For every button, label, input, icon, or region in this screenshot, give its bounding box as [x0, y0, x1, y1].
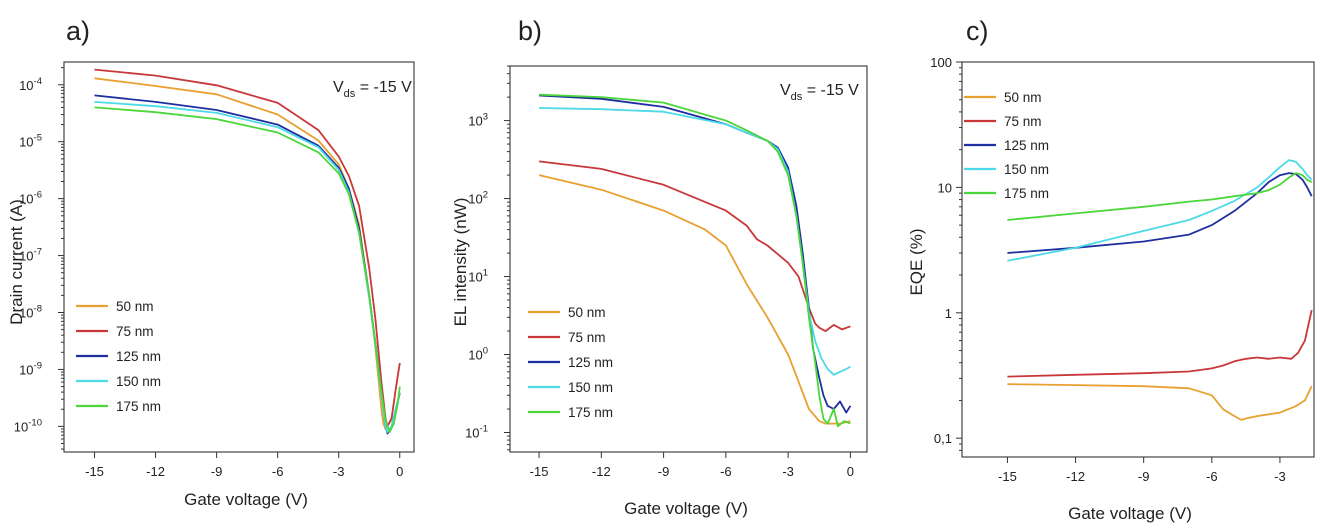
y-tick-label: 101	[468, 268, 488, 285]
legend-label: 150 nm	[116, 374, 161, 389]
series-line-75-nm	[1007, 309, 1313, 378]
x-tick-label: -6	[1206, 469, 1218, 484]
legend-label: 150 nm	[568, 380, 613, 395]
legend-label: 75 nm	[116, 324, 154, 339]
vds-annotation-value: = -15 V	[802, 82, 859, 99]
legend-label: 50 nm	[116, 299, 154, 314]
legend-label: 75 nm	[568, 330, 606, 345]
plot-frame	[961, 61, 1315, 458]
vds-annotation: Vds = -15 V	[333, 79, 412, 100]
x-tick-label: -6	[720, 464, 732, 479]
y-tick-label: 103	[468, 112, 488, 129]
chart-panel-1: a)-15 -12 -9 -6 -3 010-1010-910-810-710-610-5…	[7, 16, 415, 509]
plot-frame	[509, 65, 868, 453]
series-line-175-nm	[539, 93, 851, 428]
vds-annotation-prefix: V	[780, 82, 791, 99]
series-line-175-nm	[1007, 172, 1313, 221]
vds-annotation-subscript: ds	[791, 91, 803, 103]
series-line-175-nm	[94, 106, 401, 433]
legend-label: 175 nm	[116, 399, 161, 414]
x-tick-label: 0	[396, 464, 403, 479]
legend-label: 125 nm	[116, 349, 161, 364]
series-lines	[1007, 159, 1313, 421]
legend-label: 75 nm	[1004, 114, 1042, 129]
y-tick-exponent: -10	[28, 417, 42, 428]
vds-annotation-value: = -15 V	[355, 79, 412, 96]
x-tick-label: -9	[211, 464, 223, 479]
y-axis-label: EQE (%)	[907, 228, 926, 295]
y-tick-label: 10-5	[19, 133, 42, 150]
x-tick-label: -3	[333, 464, 345, 479]
vds-annotation-prefix: V	[333, 79, 344, 96]
series-line-75-nm	[94, 68, 401, 428]
y-tick-label: 10-4	[19, 76, 42, 93]
panel-letter: a)	[66, 16, 90, 46]
x-tick-label: -12	[146, 464, 165, 479]
y-tick-exponent: -5	[34, 133, 42, 144]
legend-label: 50 nm	[1004, 90, 1042, 105]
y-tick-label: 102	[468, 190, 488, 207]
plot-frame	[63, 61, 415, 453]
y-axis-label: EL intensity (nW)	[451, 198, 470, 327]
x-tick-label: -3	[782, 464, 794, 479]
y-tick-label: 10-10	[14, 417, 42, 434]
legend-label: 175 nm	[1004, 186, 1049, 201]
y-tick-exponent: -6	[34, 190, 42, 201]
panel-letter: b)	[518, 16, 542, 46]
x-tick-label: -9	[1138, 469, 1150, 484]
y-tick-exponent: -7	[34, 247, 42, 258]
x-tick-label: -3	[1274, 469, 1286, 484]
panel-letter: c)	[966, 16, 989, 46]
legend-label: 50 nm	[568, 305, 606, 320]
series-lines	[538, 93, 852, 428]
legend-label: 125 nm	[1004, 138, 1049, 153]
x-tick-label: -6	[272, 464, 284, 479]
legend: 50 nm 75 nm 125 nm 150 nm 175 nm	[964, 90, 1049, 201]
y-tick-label: 1	[945, 306, 952, 321]
legend: 50 nm 75 nm 125 nm 150 nm 175 nm	[528, 305, 613, 420]
y-axis-label: Drain current (A)	[7, 199, 26, 325]
legend-label: 125 nm	[568, 355, 613, 370]
x-tick-label: -15	[998, 469, 1017, 484]
x-axis-label: Gate voltage (V)	[184, 490, 308, 509]
x-tick-label: -15	[530, 464, 549, 479]
x-axis-label: Gate voltage (V)	[1068, 504, 1192, 523]
y-tick-label: 100	[468, 346, 488, 363]
series-lines	[94, 68, 401, 435]
y-tick-exponent: 3	[483, 112, 488, 123]
x-axis-label: Gate voltage (V)	[624, 499, 748, 518]
legend: 50 nm 75 nm 125 nm 150 nm 175 nm	[76, 299, 161, 414]
x-tick-label: -15	[85, 464, 104, 479]
y-tick-label: 10-1	[465, 424, 488, 441]
x-tick-label: -9	[658, 464, 670, 479]
y-tick-label: 100	[930, 55, 952, 70]
y-tick-label: 0,1	[934, 431, 952, 446]
legend-label: 150 nm	[1004, 162, 1049, 177]
x-tick-label: -12	[592, 464, 611, 479]
series-line-50-nm	[1007, 383, 1313, 421]
y-tick-exponent: -9	[34, 360, 42, 371]
y-tick-exponent: -8	[34, 304, 42, 315]
y-tick-exponent: 1	[483, 268, 488, 279]
series-line-125-nm	[1007, 172, 1313, 254]
y-tick-label: 10-9	[19, 360, 42, 377]
series-line-75-nm	[538, 160, 851, 333]
x-tick-label: 0	[847, 464, 854, 479]
chart-panel-3: c) -15 -12 -9 -6 -3 0,1 1 10 100 Gate voltage (V) E…	[907, 16, 1315, 523]
y-tick-label: 10	[938, 180, 952, 195]
y-tick-exponent: 2	[483, 190, 488, 201]
vds-annotation: Vds = -15 V	[780, 82, 859, 103]
y-tick-exponent: -1	[480, 424, 488, 435]
vds-annotation-subscript: ds	[344, 88, 356, 100]
y-tick-exponent: -4	[34, 76, 42, 87]
y-tick-exponent: 0	[483, 346, 488, 357]
series-line-150-nm	[1007, 159, 1313, 262]
x-tick-label: -12	[1066, 469, 1085, 484]
legend-label: 175 nm	[568, 405, 613, 420]
